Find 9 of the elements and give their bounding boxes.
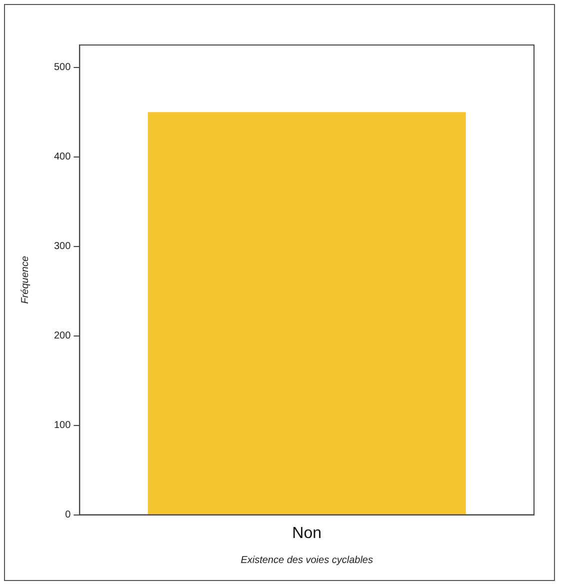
y-tick-label: 0	[65, 510, 72, 521]
y-axis-title: Fréquence	[20, 256, 31, 304]
y-tick-label: 200	[54, 330, 72, 342]
y-tick-label: 300	[54, 241, 72, 252]
x-tick-label: Non	[292, 524, 322, 542]
x-axis-title: Existence des voies cyclables	[240, 554, 373, 566]
y-tick-label: 400	[54, 152, 72, 163]
y-tick-label: 100	[54, 420, 72, 432]
y-tick-label: 500	[54, 62, 72, 74]
